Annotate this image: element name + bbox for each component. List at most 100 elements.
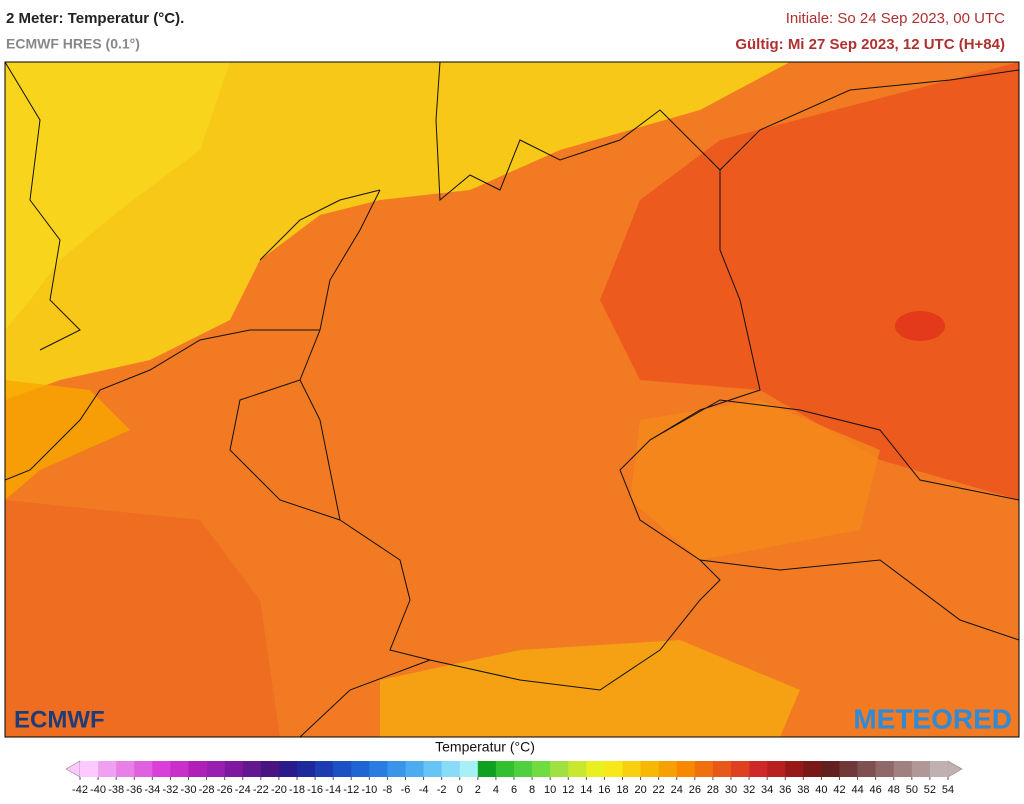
init-time: Initiale: So 24 Sep 2023, 00 UTC [786,10,1005,27]
colorbar-cell [98,761,117,777]
colorbar-cell [477,761,497,777]
colorbar-cell [676,761,696,777]
colorbar-cell [260,761,280,777]
colorbar-tick-label: 40 [815,784,827,796]
colorbar-cell [839,761,858,777]
colorbar-cell [893,761,913,777]
colorbar-cell [351,761,370,777]
colorbar-cell [134,761,153,777]
colorbar-cell [731,761,750,777]
colorbar-tick-label: -42 [72,784,88,796]
colorbar-cell [604,761,623,777]
colorbar-tick-label: -4 [419,784,429,796]
colorbar-tick-label: 54 [942,784,954,796]
colorbar-cell [712,761,732,777]
colorbar-tick-label: -12 [343,784,359,796]
colorbar-tick-label: 42 [833,784,845,796]
colorbar-tick-label: 32 [743,784,755,796]
colorbar-low-arrow [65,760,81,778]
colorbar-cell [911,761,931,777]
colorbar-tick-label: 22 [653,784,665,796]
colorbar-tick-label: -16 [307,784,323,796]
colorbar-cell [749,761,768,777]
colorbar-tick-label: -18 [289,784,305,796]
colorbar-cell [803,761,822,777]
colorbar-tick-label: 10 [544,784,556,796]
colorbar-cell [532,761,551,777]
colorbar-cell [514,761,533,777]
colorbar-tick-label: 12 [562,784,574,796]
title: 2 Meter: Temperatur (°C). [6,10,184,27]
colorbar-cell [622,761,641,777]
colorbar-cell [568,761,587,777]
colorbar-tick-label: -40 [90,784,106,796]
colorbar-tick-label: 50 [906,784,918,796]
colorbar-cell [767,761,786,777]
colorbar-tick-label: 34 [761,784,773,796]
colorbar-cell [206,761,225,777]
colorbar-tick-label: 26 [689,784,701,796]
colorbar-tick-label: 48 [888,784,900,796]
ecmwf-logo: ECMWF [14,706,105,733]
colorbar-tick-label: -32 [162,784,178,796]
colorbar-tick-label: 20 [634,784,646,796]
colorbar: -42 -40 -38 -36 -34 -32 -30 -28 -26 -24 -22 -20 -18-… [65,760,963,796]
colorbar-tick-label: 8 [529,784,535,796]
colorbar-tick-label: 44 [851,784,863,796]
colorbar-cell [658,761,678,777]
colorbar-tick-label: -14 [325,784,341,796]
colorbar-cell [495,761,515,777]
colorbar-cell [278,761,298,777]
colorbar-cell [821,761,840,777]
colorbar-tick-label: -30 [181,784,197,796]
colorbar-cell [459,761,479,777]
colorbar-tick-label: -34 [144,784,160,796]
colorbar-cell [224,761,244,777]
colorbar-cell [857,761,876,777]
colorbar-cell [423,761,442,777]
colorbar-tick-label: -28 [199,784,215,796]
colorbar-cell [586,761,605,777]
colorbar-tick-label: -2 [437,784,447,796]
colorbar-tick-label: 28 [707,784,719,796]
colorbar-tick-label: -36 [126,784,142,796]
colorbar-cell [785,761,804,777]
colorbar-cell [929,761,949,777]
subtitle: ECMWF HRES (0.1°) [6,36,140,52]
colorbar-tick-label: 4 [493,784,499,796]
colorbar-tick-label: 0 [457,784,463,796]
colorbar-tick-label: -6 [401,784,411,796]
colorbar-cell [152,761,171,777]
colorbar-cell [550,761,569,777]
colorbar-cell [242,761,262,777]
colorbar-cell [875,761,895,777]
colorbar-cell [405,761,424,777]
colorbar-tick-label: -26 [217,784,233,796]
colorbar-cell [387,761,406,777]
colorbar-cell [369,761,388,777]
colorbar-tick-label: 16 [598,784,610,796]
colorbar-cell [441,761,461,777]
meteored-logo: METEORED [853,703,1012,734]
colorbar-tick-label: 30 [725,784,737,796]
colorbar-tick-label: -10 [361,784,377,796]
colorbar-tick-label: 38 [797,784,809,796]
colorbar-tick-label: -22 [253,784,269,796]
map: ECMWF METEORED [4,61,1020,738]
colorbar-cell [694,761,714,777]
colorbar-tick-label: 2 [475,784,481,796]
colorbar-tick-label: 24 [671,784,683,796]
colorbar-cell [116,761,135,777]
valid-time: Gültig: Mi 27 Sep 2023, 12 UTC (H+84) [735,36,1005,53]
colorbar-tick-label: 52 [924,784,936,796]
colorbar-cell [333,761,352,777]
colorbar-tick-label: 6 [511,784,517,796]
colorbar-tick-label: 46 [870,784,882,796]
colorbar-cell [315,761,334,777]
colorbar-tick-label: -8 [383,784,393,796]
colorbar-tick-label: -24 [235,784,251,796]
colorbar-tick-label: -38 [108,784,124,796]
colorbar-tick-label: 14 [580,784,592,796]
colorbar-tick-label: 36 [779,784,791,796]
colorbar-tick-label: -20 [271,784,287,796]
